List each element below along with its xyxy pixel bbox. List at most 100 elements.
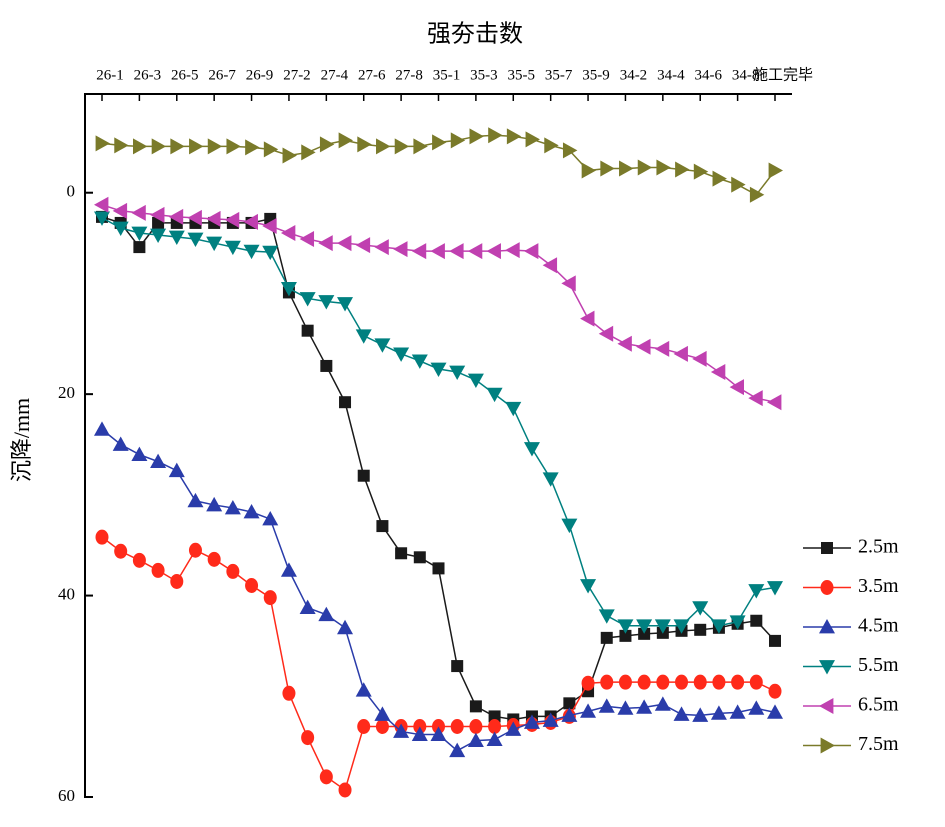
x-tick-label: 26-7 [208,67,236,83]
point [636,699,653,714]
point [505,721,522,736]
point [299,231,315,248]
point [394,138,410,155]
point [581,675,595,691]
point [692,601,709,616]
point [619,629,632,642]
point [469,128,484,145]
y-tick-label: 60 [58,786,75,805]
point [432,562,445,575]
point [337,235,352,252]
point [319,769,333,785]
point [581,162,597,179]
x-tick-label: 34-4 [657,67,685,83]
point [151,562,165,578]
point [413,719,427,734]
x-tick-label: 27-6 [358,67,386,83]
point [319,136,335,153]
point [617,700,634,715]
point [355,682,372,697]
point [206,210,221,227]
point [505,401,522,417]
point [393,241,408,258]
point [337,619,354,635]
point [523,714,540,729]
point [430,362,447,377]
point [318,606,335,622]
point [376,138,391,155]
point [449,243,464,260]
point [243,244,260,260]
point [357,719,371,734]
x-tick-label: 35-3 [470,67,498,83]
point [675,161,690,178]
point [656,674,670,690]
point [206,236,223,252]
point [282,685,296,701]
point [600,674,614,690]
point [673,706,690,721]
point [188,542,202,558]
point [224,211,240,228]
point [710,619,727,634]
point [486,731,503,746]
point [580,310,595,327]
point [374,338,391,353]
point [749,674,763,690]
point [694,623,707,636]
y-axis-title: 沉降/mm [9,398,34,482]
point [393,723,410,738]
point [112,436,129,451]
point [262,245,279,261]
point [542,472,559,487]
point [598,609,615,624]
point [450,132,466,149]
point [355,237,371,254]
point [488,719,502,734]
point [318,295,335,310]
point [338,132,354,149]
point [280,281,297,297]
point [768,162,783,179]
legend-marker [819,619,835,634]
point [94,211,110,226]
point [561,518,578,534]
point [767,394,782,411]
x-tick-label: 35-9 [582,67,610,83]
point [449,742,466,758]
point [226,138,241,155]
x-tick-label: 26-9 [246,67,274,83]
point [301,730,315,746]
x-tick-label: 26-5 [171,67,199,83]
point [636,619,653,634]
point [187,209,202,226]
point [187,232,204,248]
point [600,631,613,644]
point [376,520,389,533]
point [729,615,746,630]
point [505,242,520,259]
point [150,228,167,244]
point [357,469,370,482]
point [432,134,447,151]
point [207,551,221,567]
series-line [101,216,776,721]
point [243,503,260,519]
point [600,160,615,177]
point [636,338,651,355]
legend-label: 5.5m [858,654,899,676]
point [486,387,503,403]
point [170,573,184,589]
point [768,683,782,699]
point [133,241,146,254]
x-tick-label: 施工完毕 [753,66,813,83]
point [168,230,185,246]
point [206,496,223,512]
point [245,578,259,593]
x-tick-label: 26-1 [96,67,124,83]
point [729,379,745,396]
point [411,243,427,260]
legend-label: 3.5m [858,575,899,597]
point [673,619,690,634]
